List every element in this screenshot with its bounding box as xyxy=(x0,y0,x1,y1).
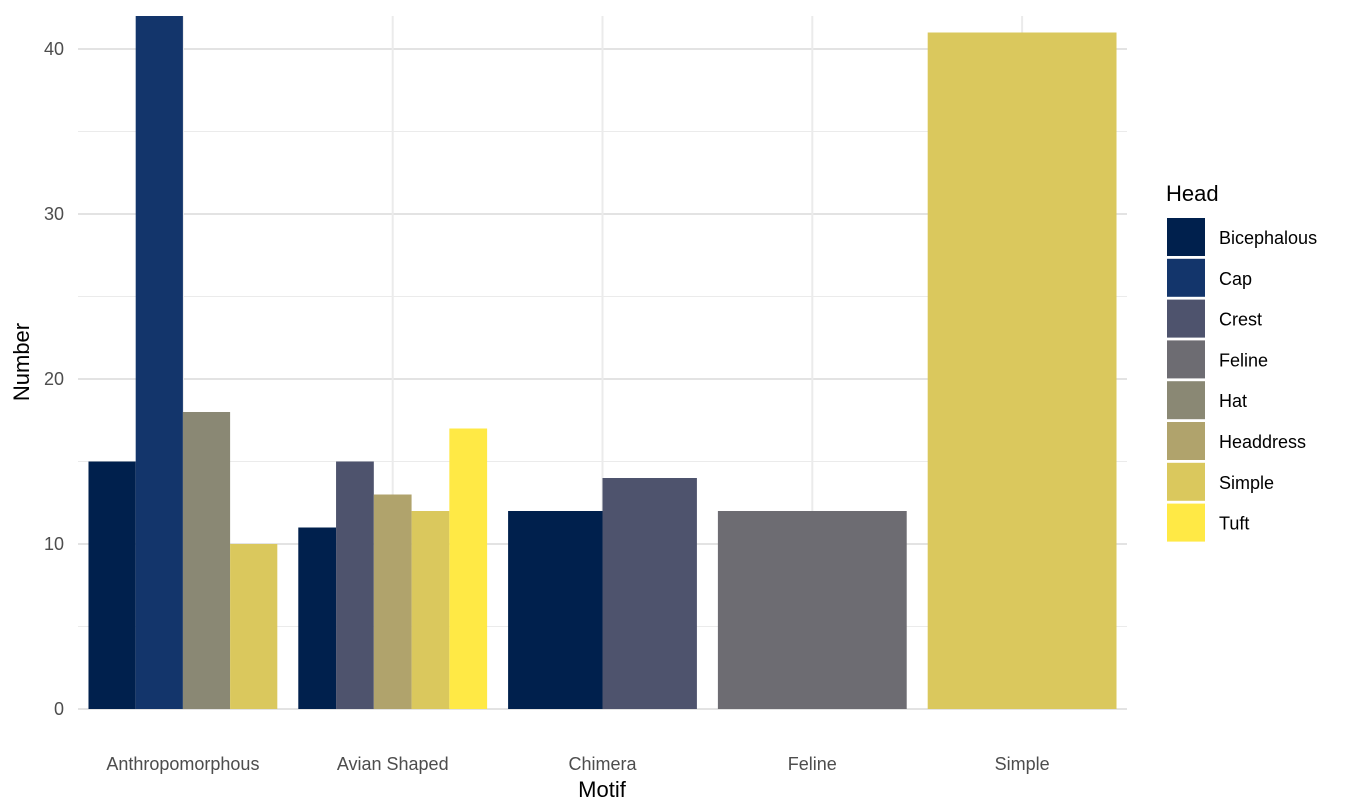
x-tick-label: Chimera xyxy=(568,754,637,774)
y-tick-label: 0 xyxy=(54,699,64,719)
bar-anthropomorphous-bicephalous xyxy=(88,461,136,709)
legend-label-headdress: Headdress xyxy=(1219,432,1306,452)
legend-label-simple: Simple xyxy=(1219,473,1274,493)
bar-avian-shaped-crest xyxy=(336,461,374,709)
x-tick-label: Feline xyxy=(788,754,837,774)
bar-anthropomorphous-hat xyxy=(182,412,231,709)
y-tick-label: 30 xyxy=(44,204,64,224)
bar-chimera-crest xyxy=(602,478,697,709)
bar-anthropomorphous-cap xyxy=(135,16,183,709)
legend: Head Bicephalous Cap Crest Feline Hat Headdre… xyxy=(1166,181,1317,542)
x-tick-label: Avian Shaped xyxy=(337,754,449,774)
legend-swatch-cap xyxy=(1167,258,1205,297)
legend-swatch-headdress xyxy=(1167,422,1205,460)
bars xyxy=(88,16,1117,709)
legend-swatch-hat xyxy=(1167,381,1205,420)
legend-swatch-bicephalous xyxy=(1167,218,1205,256)
x-axis-title: Motif xyxy=(578,777,627,802)
y-axis: 0 10 20 30 40 xyxy=(44,39,64,719)
legend-swatch-tuft xyxy=(1167,503,1205,542)
legend-swatch-feline xyxy=(1167,340,1205,379)
x-tick-label: Anthropomorphous xyxy=(106,754,259,774)
legend-label-bicephalous: Bicephalous xyxy=(1219,228,1317,248)
legend-label-cap: Cap xyxy=(1219,269,1252,289)
x-tick-label: Simple xyxy=(995,754,1050,774)
bar-anthropomorphous-simple xyxy=(230,544,278,709)
legend-label-hat: Hat xyxy=(1219,391,1247,411)
legend-swatch-crest xyxy=(1167,299,1205,338)
bar-avian-shaped-tuft xyxy=(449,428,488,709)
bar-feline-feline xyxy=(717,511,907,709)
bar-chimera-bicephalous xyxy=(508,511,603,709)
y-tick-label: 40 xyxy=(44,39,64,59)
y-tick-label: 10 xyxy=(44,534,64,554)
bar-avian-shaped-bicephalous xyxy=(298,527,337,709)
y-tick-label: 20 xyxy=(44,369,64,389)
y-axis-title: Number xyxy=(9,323,34,401)
legend-label-feline: Feline xyxy=(1219,350,1268,370)
bar-avian-shaped-simple xyxy=(411,511,450,709)
legend-label-crest: Crest xyxy=(1219,310,1262,330)
legend-label-tuft: Tuft xyxy=(1219,514,1249,534)
legend-title: Head xyxy=(1166,181,1219,206)
legend-swatch-simple xyxy=(1167,462,1205,501)
bar-simple-simple xyxy=(927,32,1117,709)
x-axis: Anthropomorphous Avian Shaped Chimera Felin… xyxy=(106,754,1049,774)
bar-avian-shaped-headdress xyxy=(373,494,412,709)
